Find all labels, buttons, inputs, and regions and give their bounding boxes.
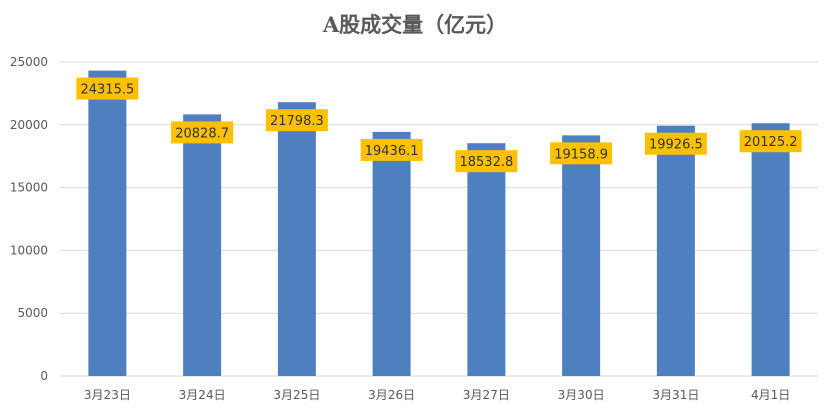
gridlines (60, 61, 818, 377)
data-label: 20828.7 (175, 126, 229, 141)
data-label-box (171, 121, 234, 144)
y-tick-label: 25000 (10, 55, 48, 69)
x-tick-label: 3月26日 (368, 388, 415, 402)
data-label: 19926.5 (649, 138, 703, 153)
bar (88, 70, 127, 376)
x-axis-tick-labels: 3月23日 3月24日 3月25日 3月26日 3月27日 3月30日 3月31日 4月1日 (84, 388, 790, 402)
data-label-box (644, 132, 707, 155)
x-tick-label: 3月24日 (179, 388, 226, 402)
x-tick-label: 4月1日 (751, 388, 790, 402)
data-label-box (739, 130, 802, 153)
data-label: 19436.1 (365, 144, 419, 159)
y-tick-label: 0 (40, 369, 48, 383)
data-label: 21798.3 (270, 114, 324, 129)
data-label-box (550, 142, 613, 165)
data-label-box (265, 109, 328, 132)
bar (372, 131, 411, 376)
data-label-box (76, 77, 139, 100)
data-label: 18532.8 (459, 155, 513, 170)
y-tick-label: 15000 (10, 181, 48, 195)
x-tick-label: 3月23日 (84, 388, 131, 402)
bar (656, 125, 695, 376)
y-tick-label: 20000 (10, 118, 48, 132)
x-tick-label: 3月30日 (558, 388, 605, 402)
bars (88, 70, 790, 377)
bar (562, 135, 601, 376)
data-label: 20125.2 (744, 135, 798, 150)
chart-title: A股成交量（亿元） (322, 12, 507, 37)
x-tick-label: 3月25日 (273, 388, 320, 402)
bar (751, 123, 790, 377)
data-labels: 24315.5 20828.7 21798.3 19436.1 18532.8 19158… (76, 77, 802, 173)
x-tick-label: 3月27日 (463, 388, 510, 402)
bar (183, 114, 222, 376)
data-label: 24315.5 (80, 83, 134, 98)
bar (277, 102, 316, 376)
data-label-box (360, 138, 423, 161)
data-label: 19158.9 (554, 147, 608, 162)
y-tick-label: 10000 (10, 243, 48, 257)
bar (467, 143, 506, 376)
data-label-box (455, 150, 518, 173)
y-tick-label: 5000 (17, 306, 48, 320)
y-axis-tick-labels: 0 5000 10000 15000 20000 25000 (10, 55, 48, 383)
x-tick-label: 3月31日 (652, 388, 699, 402)
